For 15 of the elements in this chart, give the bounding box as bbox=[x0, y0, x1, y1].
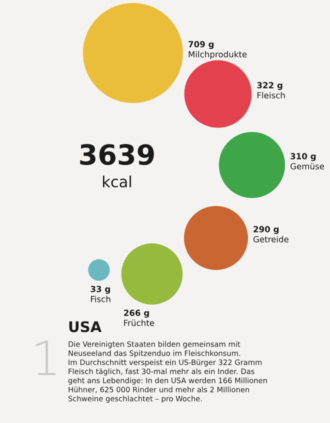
category-label: Fleisch bbox=[258, 92, 285, 98]
text: USA bbox=[69, 321, 102, 332]
text: 3639 bbox=[80, 144, 154, 166]
data-label: 290 g bbox=[254, 226, 279, 234]
data-label: 266 g bbox=[124, 310, 149, 318]
data-label: 310 g bbox=[290, 153, 316, 162]
data-label: 709 g bbox=[188, 41, 214, 50]
text: kcal bbox=[102, 176, 131, 188]
category-label: Gemüse bbox=[290, 162, 324, 170]
data-label: 33 g bbox=[90, 286, 110, 294]
category-label: Fisch bbox=[91, 296, 110, 302]
category-label: Milchprodukte bbox=[188, 50, 247, 60]
category-label: Früchte bbox=[124, 320, 154, 326]
category-label: Getreide bbox=[253, 236, 288, 242]
data-label: 322 g bbox=[257, 82, 282, 90]
